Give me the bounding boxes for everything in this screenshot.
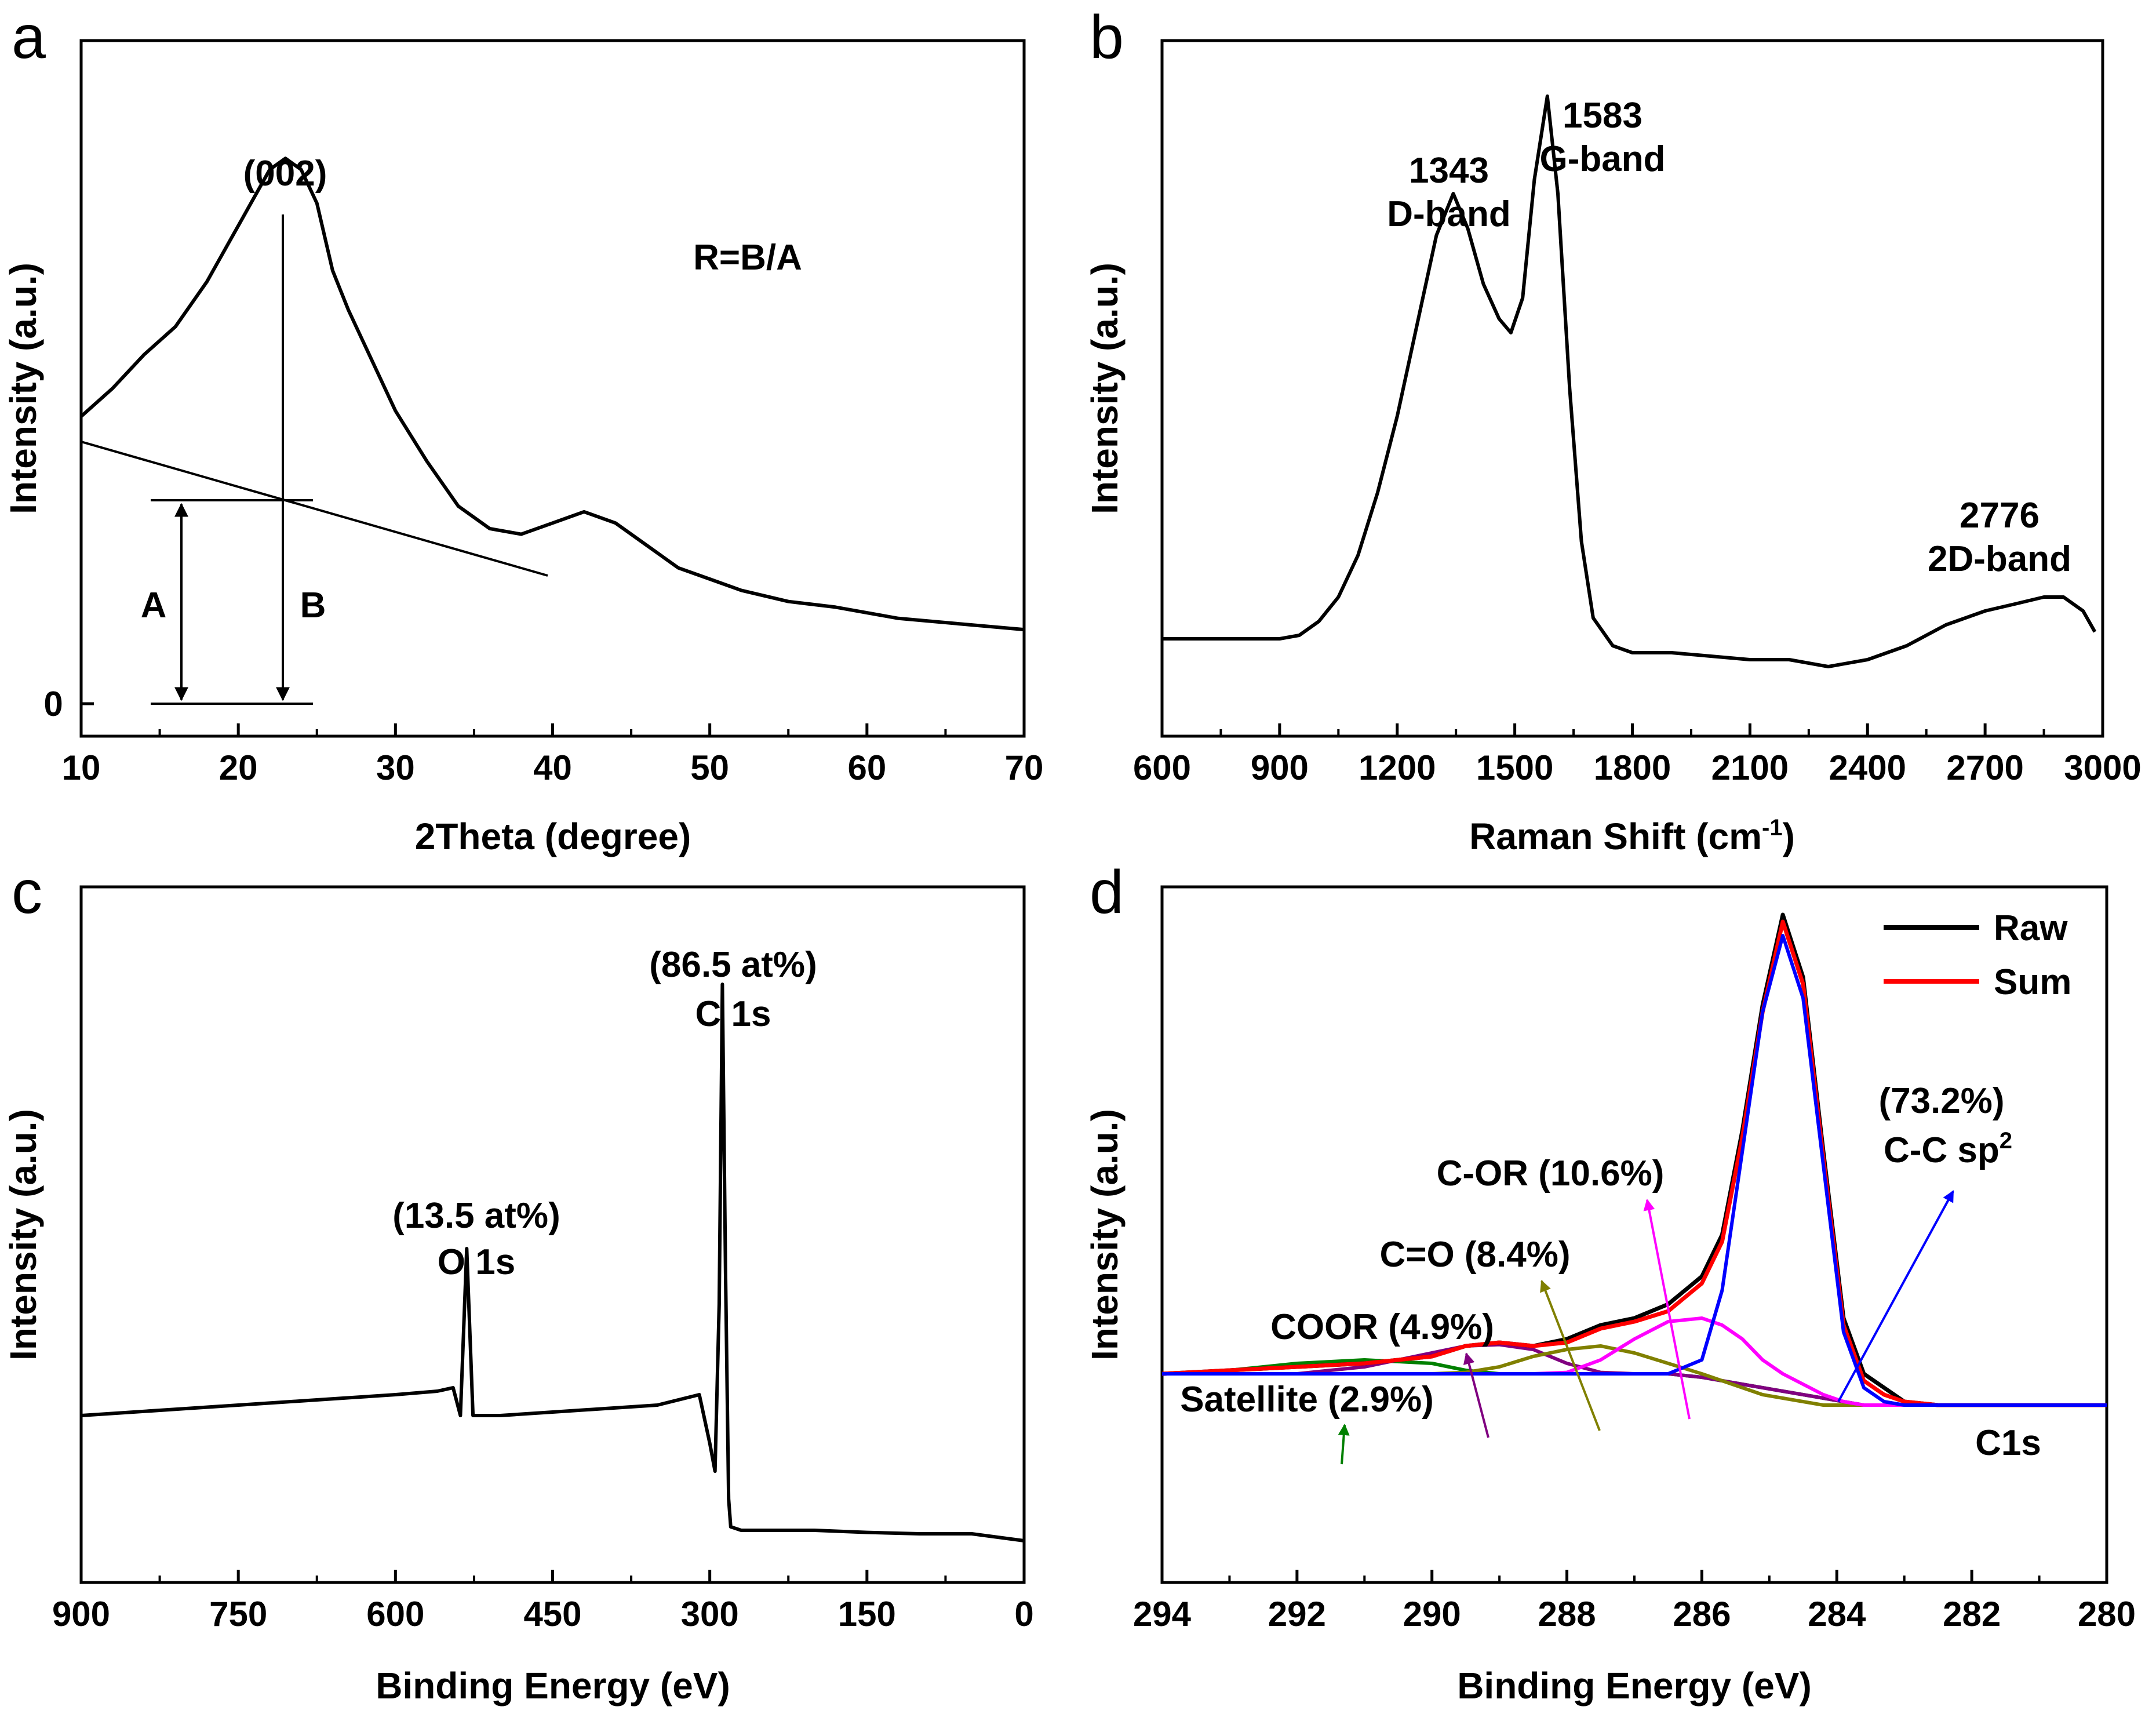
satellite-label: Satellite (2.9%) bbox=[1180, 1380, 1434, 1420]
x-tick-label: 60 bbox=[847, 748, 886, 787]
x-ticks-b: 600 900 1200 1500 1800 2100 2400 2700 3000 bbox=[1133, 723, 2142, 787]
c1s-label: C 1s bbox=[695, 994, 771, 1034]
x-tick-label: 2700 bbox=[1946, 748, 2023, 787]
panel-letter-d: d bbox=[1090, 858, 1124, 926]
csp2-label: C-C sp2 bbox=[1884, 1128, 2012, 1170]
label-A: A bbox=[141, 585, 167, 625]
c1s-percent: (86.5 at%) bbox=[649, 945, 817, 985]
x-tick-label: 50 bbox=[690, 748, 729, 787]
g-band-name: G-band bbox=[1540, 139, 1666, 179]
x-tick-label: 150 bbox=[838, 1595, 896, 1633]
x-tick-label: 286 bbox=[1673, 1595, 1731, 1633]
panel-letter-c: c bbox=[12, 858, 42, 926]
x-axis-title-c: Binding Energy (eV) bbox=[376, 1665, 730, 1707]
x-tick-label: 282 bbox=[1943, 1595, 2001, 1633]
2d-band-position: 2776 bbox=[1960, 496, 2040, 536]
x-tick-label: 450 bbox=[523, 1595, 581, 1633]
x-tick-label: 70 bbox=[1005, 748, 1044, 787]
x-tick-label: 600 bbox=[366, 1595, 424, 1633]
x-tick-label: 294 bbox=[1133, 1595, 1192, 1633]
arrow-coor bbox=[1463, 1352, 1489, 1438]
x-tick-label: 900 bbox=[52, 1595, 110, 1633]
x-tick-label: 300 bbox=[681, 1595, 739, 1633]
plot-frame-d bbox=[1160, 885, 2108, 1584]
y-axis-title-b: Intensity (a.u.) bbox=[1084, 263, 1126, 514]
x-axis-title-b-close: ) bbox=[1783, 816, 1795, 857]
d-band-position: 1343 bbox=[1409, 151, 1489, 191]
legend: Raw Sum bbox=[1884, 908, 2071, 1002]
co-label: C=O (8.4%) bbox=[1379, 1235, 1570, 1275]
x-tick-label: 20 bbox=[219, 748, 258, 787]
x-axis-title-d: Binding Energy (eV) bbox=[1457, 1665, 1812, 1707]
2d-band-name: 2D-band bbox=[1928, 539, 2071, 579]
region-label-c1s: C1s bbox=[1975, 1423, 2041, 1463]
x-tick-label: 3000 bbox=[2064, 748, 2141, 787]
csp2-percent: (73.2%) bbox=[1878, 1081, 2004, 1121]
x-axis-title-b-main: Raman Shift (cm bbox=[1469, 816, 1762, 857]
x-tick-label: 30 bbox=[376, 748, 415, 787]
x-tick-label: 10 bbox=[62, 748, 101, 787]
x-tick-label: 2400 bbox=[1829, 748, 1906, 787]
xps-c1s-series bbox=[1161, 912, 2107, 1407]
x-tick-label: 290 bbox=[1403, 1595, 1461, 1633]
x-tick-label: 900 bbox=[1251, 748, 1309, 787]
arrow-satellite bbox=[1338, 1424, 1350, 1465]
x-ticks-c: 900 750 600 450 300 150 0 bbox=[52, 1570, 1034, 1633]
plot-frame-a bbox=[79, 39, 1026, 738]
panel-c: c 900 750 600 450 300 150 0 Binding Energy (eV… bbox=[2, 858, 1034, 1707]
series-line-c-c-sp2-73-2 bbox=[1162, 934, 2107, 1407]
x-tick-label: 288 bbox=[1538, 1595, 1596, 1633]
label-B: B bbox=[300, 585, 326, 625]
x-tick-label: 600 bbox=[1133, 748, 1191, 787]
x-tick-label: 2100 bbox=[1711, 748, 1789, 787]
x-tick-label: 40 bbox=[533, 748, 572, 787]
csp2-label-sup: 2 bbox=[2000, 1128, 2012, 1154]
baseline-line-a bbox=[81, 441, 548, 577]
x-tick-label: 1200 bbox=[1359, 748, 1436, 787]
x-tick-label: 292 bbox=[1268, 1595, 1326, 1633]
csp2-label-main: C-C sp bbox=[1884, 1130, 2000, 1170]
x-tick-label: 1500 bbox=[1476, 748, 1553, 787]
arrow-co bbox=[1540, 1280, 1601, 1431]
ratio-label: R=B/A bbox=[693, 238, 802, 278]
x-axis-title-b: Raman Shift (cm-1) bbox=[1469, 815, 1795, 857]
panel-letter-b: b bbox=[1090, 3, 1124, 71]
y-axis-title-c: Intensity (a.u.) bbox=[2, 1109, 44, 1360]
x-tick-label: 1800 bbox=[1594, 748, 1671, 787]
x-tick-label: 284 bbox=[1808, 1595, 1866, 1633]
legend-label-raw: Raw bbox=[1994, 908, 2068, 948]
x-ticks-d: 294 292 290 288 286 284 282 280 bbox=[1133, 1570, 2136, 1633]
panel-letter-a: a bbox=[12, 3, 46, 71]
g-band-position: 1583 bbox=[1563, 96, 1643, 136]
x-axis-title-b-sup: -1 bbox=[1762, 815, 1783, 841]
panel-a: a 10 20 30 40 50 60 70 0 2Theta (degree) Inten… bbox=[2, 3, 1043, 857]
y-zero-label-a: 0 bbox=[43, 685, 63, 723]
d-band-name: D-band bbox=[1387, 194, 1511, 234]
x-tick-label: 750 bbox=[209, 1595, 267, 1633]
series-line-sum bbox=[1161, 919, 2107, 1407]
series-line-xrd bbox=[80, 157, 1025, 632]
x-ticks-a: 10 20 30 40 50 60 70 bbox=[62, 723, 1044, 787]
o1s-percent: (13.5 at%) bbox=[392, 1196, 560, 1236]
series-line-raman bbox=[1162, 94, 2097, 668]
y-axis-title-d: Intensity (a.u.) bbox=[1084, 1109, 1126, 1360]
x-tick-label: 0 bbox=[1014, 1595, 1033, 1633]
panel-b: b 600 900 1200 1500 1800 2100 2400 2700 3000 Ram… bbox=[1084, 3, 2142, 857]
cor-label: C-OR (10.6%) bbox=[1437, 1154, 1665, 1194]
series-line-survey bbox=[81, 983, 1025, 1542]
x-tick-label: 280 bbox=[2078, 1595, 2136, 1633]
x-axis-title-a: 2Theta (degree) bbox=[415, 816, 691, 857]
arrow-cor bbox=[1643, 1199, 1691, 1420]
peak-label-002: (002) bbox=[243, 154, 327, 194]
o1s-label: O 1s bbox=[438, 1242, 515, 1282]
arrow-csp2 bbox=[1837, 1190, 1954, 1402]
y-axis-title-a: Intensity (a.u.) bbox=[2, 263, 44, 514]
coor-label: COOR (4.9%) bbox=[1270, 1307, 1494, 1347]
panel-d: d 294 292 290 288 286 284 282 280 Binding Energ… bbox=[1084, 858, 2136, 1707]
legend-label-sum: Sum bbox=[1994, 962, 2071, 1002]
